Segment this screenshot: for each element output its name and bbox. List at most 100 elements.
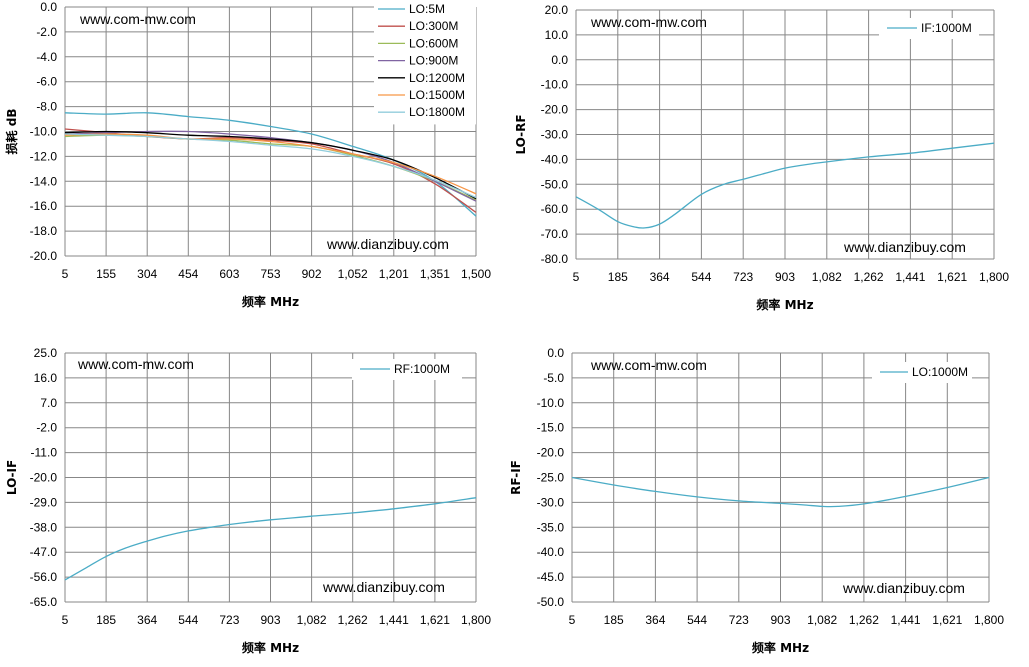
y-tick-label: -16.0 [30,199,58,213]
y-tick-label: -10.0 [537,396,565,410]
legend-label: LO:1500M [409,88,465,102]
legend-box [374,0,476,125]
x-tick-label: 185 [608,270,628,284]
x-axis-title: 频率 MHz [242,294,299,309]
x-tick-label: 1,621 [932,613,962,627]
x-tick-label: 723 [729,613,749,627]
legend: LO:5M LO:300M LO:600M LO:900M LO:1200M LO:150… [374,0,476,125]
chart-panel-2: 20.0 10.0 0.0 -10.0 -20.0 -30.0 -40.0 -50.0 -60.… [514,3,1009,312]
y-axis-title: 损耗 dB [4,109,19,155]
x-tick-label: 1,262 [338,613,368,627]
y-tick-label: 16.0 [34,371,58,385]
legend-label: LO:1200M [409,71,465,85]
x-tick-label: 1,800 [974,613,1004,627]
x-tick-label: 903 [770,613,790,627]
y-tick-label: -40.0 [541,152,569,166]
chart-panel-1: 0.0 -2.0 -4.0 -6.0 -8.0 -10.0 -12.0 -14.0 -16.0 -… [4,0,491,309]
x-tick-label: 1,800 [979,270,1009,284]
x-tick-label: 1,082 [297,613,327,627]
watermark-top: www.com-mw.com [590,14,707,30]
series-line-1 [571,476,990,508]
x-tick-label: 304 [137,267,157,281]
x-tick-label: 454 [178,267,198,281]
x-tick-label: 723 [733,270,753,284]
y-tick-label: -14.0 [30,174,58,188]
watermark-bottom: www.dianzibuy.com [843,239,966,255]
x-tick-label: 544 [691,270,711,284]
y-tick-label: -35.0 [537,520,565,534]
x-tick-label: 364 [137,613,157,627]
y-tick-label: -40.0 [537,545,565,559]
y-tick-label: -10.0 [30,125,58,139]
legend-label: LO:1800M [409,105,465,119]
x-axis-title: 频率 MHz [242,640,299,655]
y-tick-label: -50.0 [541,177,569,191]
y-tick-label: -65.0 [30,595,58,609]
x-tick-label: 603 [219,267,239,281]
x-tick-label: 902 [302,267,322,281]
x-tick-label: 1,621 [420,613,450,627]
y-tick-label: -20.0 [541,103,569,117]
y-tick-label: -4.0 [36,50,57,64]
legend-box [879,18,979,39]
series-line-7 [64,133,477,199]
y-tick-label: -45.0 [537,570,565,584]
x-axis-title: 频率 MHz [756,297,813,312]
legend-label: LO:900M [409,54,458,68]
y-tick-label: -15.0 [537,421,565,435]
y-tick-label: -80.0 [541,252,569,266]
y-tick-label: 7.0 [40,396,57,410]
x-tick-label: 1,351 [420,267,450,281]
watermark-top: www.com-mw.com [77,356,194,372]
y-tick-label: -56.0 [30,570,58,584]
legend-label: LO:300M [409,19,458,33]
y-tick-label: -47.0 [30,545,58,559]
y-tick-label: 10.0 [545,28,569,42]
y-tick-label: -30.0 [541,128,569,142]
x-tick-label: 1,201 [379,267,409,281]
x-tick-label: 903 [775,270,795,284]
x-tick-label: 364 [645,613,665,627]
legend-box [352,359,462,380]
x-tick-label: 364 [650,270,670,284]
x-tick-label: 1,262 [849,613,879,627]
series-line-6 [64,133,477,195]
y-tick-label: -5.0 [543,371,564,385]
y-tick-label: -2.0 [36,421,57,435]
chart-panel-4: 0.0 -5.0 -10.0 -15.0 -20.0 -25.0 -30.0 -35.0 -40… [509,346,1004,655]
x-tick-label: 5 [62,267,69,281]
x-tick-label: 5 [573,270,580,284]
chart-panel-3: 25.0 16.0 7.0 -2.0 -11.0 -20.0 -29.0 -38.0 -47.0… [5,346,491,655]
x-tick-label: 185 [604,613,624,627]
watermark-top: www.com-mw.com [79,11,196,27]
x-tick-label: 1,441 [895,270,925,284]
y-tick-label: -70.0 [541,227,569,241]
x-tick-label: 903 [260,613,280,627]
y-tick-label: 20.0 [545,3,569,17]
x-tick-label: 1,082 [807,613,837,627]
y-tick-label: -20.0 [30,249,58,263]
x-tick-label: 544 [178,613,198,627]
legend-label: LO:5M [409,2,445,16]
y-tick-label: -29.0 [30,495,58,509]
legend-label: RF:1000M [394,362,450,376]
y-tick-label: -38.0 [30,520,58,534]
x-tick-label: 5 [62,613,69,627]
x-tick-label: 5 [569,613,576,627]
y-tick-label: -11.0 [31,446,58,460]
y-tick-label: -6.0 [36,75,57,89]
legend-label: LO:1000M [912,365,968,379]
x-tick-label: 544 [687,613,707,627]
y-tick-label: -20.0 [30,471,58,485]
x-tick-label: 155 [96,267,116,281]
y-tick-label: -10.0 [541,78,569,92]
x-tick-label: 1,441 [891,613,921,627]
y-tick-label: -20.0 [537,446,565,460]
x-tick-label: 1,621 [937,270,967,284]
legend: IF:1000M [879,18,979,39]
x-tick-label: 1,082 [812,270,842,284]
y-tick-label: -12.0 [30,149,58,163]
x-tick-label: 1,262 [854,270,884,284]
watermark-bottom: www.dianzibuy.com [842,580,965,596]
